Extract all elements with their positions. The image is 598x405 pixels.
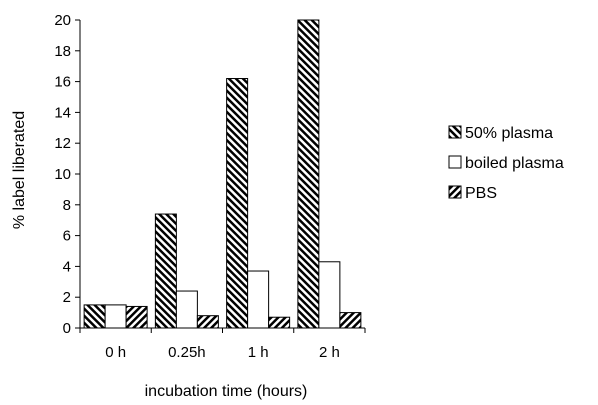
- x-tick-label: 0 h: [105, 344, 126, 361]
- x-tick-label: 2 h: [319, 344, 340, 361]
- x-axis-title: incubation time (hours): [145, 383, 308, 400]
- y-tick-label: 14: [54, 104, 71, 121]
- bars: [83, 19, 362, 329]
- y-tick-label: 6: [63, 228, 71, 245]
- x-tick-label: 0.25h: [168, 344, 206, 361]
- bar: [154, 213, 177, 329]
- bar: [226, 78, 249, 329]
- bar: [297, 19, 320, 329]
- x-tick-label: 1 h: [248, 344, 269, 361]
- bar: [318, 261, 341, 329]
- y-tick-label: 18: [54, 43, 71, 60]
- bar: [125, 305, 148, 329]
- y-tick-label: 16: [54, 74, 71, 91]
- axes: 0 2 4 6 8 10 12 14 16 18 20 0 h 0.25h 1 h 2 h: [54, 12, 366, 361]
- y-tick-label: 12: [54, 135, 71, 152]
- bar: [83, 304, 106, 329]
- y-tick-label: 20: [54, 12, 71, 29]
- legend-label: PBS: [465, 185, 497, 202]
- y-tick-label: 10: [54, 166, 71, 183]
- bar: [247, 270, 270, 329]
- legend-swatch: [448, 125, 462, 139]
- bar: [196, 315, 219, 329]
- bar: [104, 304, 127, 329]
- legend: 50% plasma boiled plasma PBS: [448, 125, 564, 202]
- legend-label: 50% plasma: [465, 125, 553, 142]
- y-tick-label: 2: [63, 289, 71, 306]
- bar: [268, 316, 291, 329]
- y-tick-label: 8: [63, 197, 71, 214]
- y-tick-label: 0: [63, 320, 71, 337]
- bar: [339, 312, 362, 329]
- legend-swatch: [448, 185, 462, 199]
- legend-swatch: [448, 155, 462, 169]
- y-axis-title: % label liberated: [11, 111, 28, 229]
- y-tick-label: 4: [63, 258, 71, 275]
- bar: [175, 290, 198, 329]
- legend-label: boiled plasma: [465, 155, 564, 172]
